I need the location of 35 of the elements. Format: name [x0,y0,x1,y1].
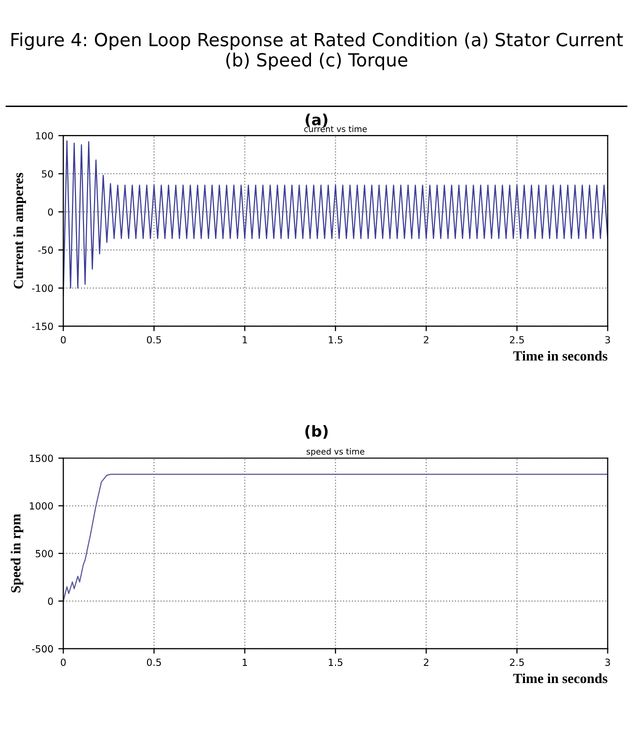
x-tick-label: 0 [60,336,66,344]
x-tick-label: 0.5 [146,336,161,344]
chart-title: Figure 4: Open Loop Response at Rated Condition (a) Stator Current (b) Speed (c) Torque [11,32,623,70]
x-tick-label: 1 [242,658,247,666]
x-tick-label: 1.5 [328,336,342,344]
x-tick-label: 1 [242,336,247,344]
x-tick-label: 3 [605,336,610,344]
y-tick-label: 500 [36,550,53,558]
y-axis-title: Current in amperes [13,172,26,289]
x-tick-label: 3 [605,658,610,666]
x-tick-label: 2.5 [510,336,524,344]
x-axis-title: Time in seconds [513,350,608,361]
y-tick-label: 50 [42,170,53,178]
y-tick-label: 1000 [30,502,53,510]
x-axis-title: Time in seconds [513,673,608,684]
y-tick-label: -100 [32,284,53,292]
chart-subtitle: (a) [306,114,328,128]
y-tick-label: -500 [32,645,53,653]
y-axis-title: Speed in rpm [10,514,24,592]
x-tick-label: 2.5 [510,658,524,666]
x-tick-label: 2 [424,336,428,344]
x-tick-label: 0.5 [146,658,161,666]
y-tick-label: 1500 [30,454,53,462]
x-tick-label: 2 [424,658,428,666]
x-tick-label: 1.5 [328,658,342,666]
text: speed vs time [306,448,364,456]
line-series [63,474,608,602]
y-tick-label: 100 [36,132,53,140]
x-tick-label: 0 [60,658,66,666]
y-tick-label: -50 [38,246,53,254]
text: current vs time [304,126,367,132]
chart-title: (b) [305,425,328,439]
y-tick-label: -150 [32,322,53,330]
y-tick-label: 0 [48,208,53,216]
y-tick-label: 0 [48,598,53,605]
